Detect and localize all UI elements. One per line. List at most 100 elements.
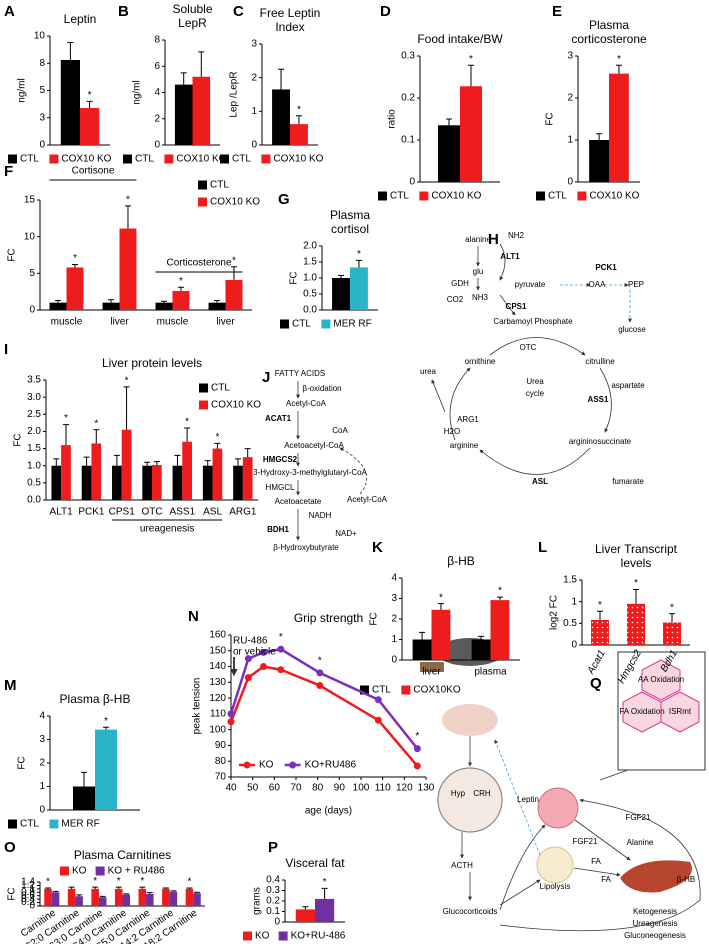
chart-title: LepR: [178, 16, 207, 30]
legend-swatch: [378, 191, 387, 201]
legend-swatch: [164, 154, 174, 164]
x-tick-label: ASS1: [169, 507, 195, 518]
error-bar: [124, 205, 131, 229]
y-tick-label: 4: [391, 573, 397, 584]
diagram-label: Gluconeogenesis: [624, 931, 686, 940]
y-tick-label: 3: [391, 593, 397, 604]
y-tick-label: 2: [567, 93, 573, 104]
panel-label: J: [262, 369, 270, 386]
y-tick-label: 0: [154, 140, 160, 151]
ketogenesis-arrows: [296, 381, 368, 541]
bar: [146, 894, 154, 906]
error-bar: [113, 454, 120, 466]
bar: [272, 89, 290, 145]
legend-label: COX10 KO: [273, 154, 323, 165]
legend-label: KO: [72, 866, 87, 877]
diagram-label: ACTH: [451, 861, 473, 870]
chart-title: Visceral fat: [285, 856, 345, 870]
diagram-label: NH2: [508, 231, 525, 240]
error-bar: [446, 118, 452, 126]
error-bar: [123, 893, 130, 895]
x-tick-label: 60: [269, 783, 281, 794]
y-tick-label: 1.5: [27, 443, 41, 454]
y-tick-label: 10: [34, 31, 46, 42]
y-tick-label: 8: [154, 35, 160, 46]
y-tick-label: 140: [209, 661, 226, 672]
x-tick-label: liver: [216, 317, 235, 328]
diagram-label: Acetyl-CoA: [286, 399, 327, 408]
significance-star: *: [46, 877, 50, 888]
bar: [81, 465, 92, 500]
x-tick-label: liver: [110, 317, 129, 328]
x-tick-label: 130: [418, 783, 435, 794]
error-bar: [214, 299, 221, 303]
error-bar: [139, 886, 146, 889]
bar: [44, 888, 52, 906]
y-tick-label: 1.5: [303, 257, 317, 268]
error-bar: [204, 460, 211, 466]
y-tick-label: 0.6: [21, 890, 35, 901]
error-bar: [71, 264, 78, 268]
significance-star: *: [117, 876, 121, 887]
error-bar: [83, 456, 90, 466]
error-bar: [174, 454, 181, 466]
legend-swatch: [220, 154, 229, 164]
y-tick-label: 2.0: [27, 426, 41, 437]
panel-label: E: [552, 3, 562, 20]
x-tick-label: 100: [353, 783, 370, 794]
panel-label: A: [4, 3, 15, 20]
y-tick-label: 5: [39, 85, 45, 96]
bar: [121, 429, 132, 500]
significance-star: *: [215, 432, 219, 443]
bar: [172, 290, 190, 310]
bar: [98, 897, 107, 906]
bar: [80, 107, 100, 145]
bar: [142, 465, 152, 500]
significance-star: *: [415, 731, 419, 742]
panel-label: K: [372, 539, 383, 556]
x-tick-label: 110: [375, 783, 391, 794]
diagram-label: HMGCS2: [263, 455, 298, 464]
y-axis-label: grams: [252, 887, 263, 915]
error-bar: [53, 458, 60, 466]
bar: [75, 896, 83, 906]
bar: [95, 729, 117, 810]
diagram-label: Lipolysis: [540, 882, 571, 891]
y-axis-label: FC: [13, 433, 24, 446]
error-bar: [146, 892, 153, 894]
y-tick-label: 1.2: [21, 880, 35, 891]
legend-label: KO + RU486: [108, 866, 165, 877]
physiology-schematic: [420, 636, 706, 932]
error-bar: [419, 631, 426, 640]
diagram-label: BDH1: [267, 525, 289, 534]
y-tick-label: 6: [154, 61, 160, 72]
significance-star: *: [279, 632, 283, 643]
bar: [119, 228, 137, 310]
legend-label: CTL: [20, 154, 39, 165]
x-tick-label: muscle: [51, 317, 83, 328]
y-tick-label: 1.5: [563, 575, 577, 586]
error-bar: [184, 427, 191, 442]
significance-star: *: [104, 716, 108, 727]
diagram-label: Glucocorticoids: [443, 907, 498, 916]
diagram-label: β-HB: [677, 875, 695, 884]
significance-star: *: [140, 876, 144, 887]
legend-label: KO+RU-486: [291, 931, 346, 942]
bar: [295, 909, 315, 922]
chart-title: Index: [275, 20, 304, 34]
diagram-label: ISRmt: [669, 707, 692, 716]
bar: [242, 457, 253, 500]
y-tick-label: 1.0: [27, 460, 41, 471]
error-bar: [86, 100, 93, 108]
error-bar: [180, 72, 187, 85]
diagram-label: ASS1: [588, 395, 609, 404]
significance-star: *: [232, 255, 236, 266]
point: [316, 669, 324, 677]
y-tick-label: 0.2: [21, 897, 35, 908]
error-bar: [669, 613, 675, 623]
bar: [114, 888, 123, 906]
legend-swatch: [199, 383, 208, 393]
error-bar: [170, 890, 177, 892]
panel-label: Q: [590, 675, 602, 692]
y-tick-label: 1: [29, 883, 35, 894]
